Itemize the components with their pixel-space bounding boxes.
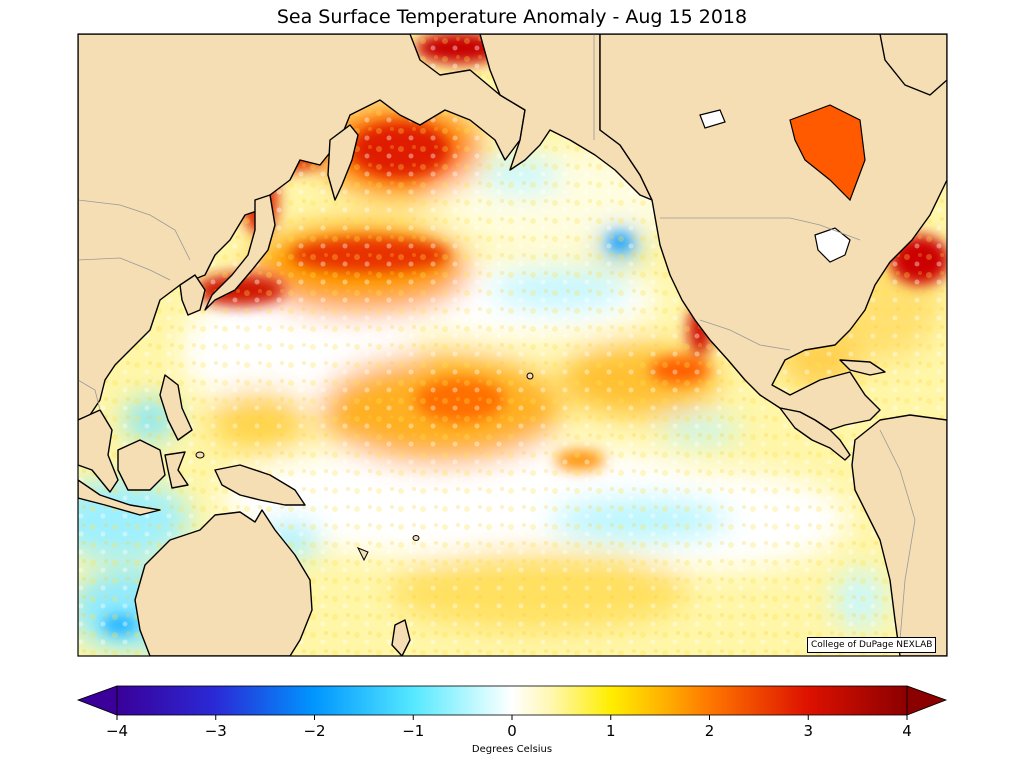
great-lakes xyxy=(814,227,851,263)
lake-small xyxy=(699,109,726,129)
land-australia xyxy=(134,509,313,656)
colorbar-tick-label: 4 xyxy=(902,722,912,740)
colorbar-tick-label: 3 xyxy=(803,722,814,740)
map-frame xyxy=(77,33,948,657)
land-korea xyxy=(179,274,206,316)
land-se-asia xyxy=(78,409,119,493)
colorbar-tick-label: −3 xyxy=(204,722,227,740)
colorbar-tick-label: −4 xyxy=(105,722,129,740)
colorbar-tick-label: 0 xyxy=(507,722,517,740)
colorbar-extend-high xyxy=(906,685,948,716)
colorbar-gradient xyxy=(116,685,908,716)
lake-hudson-bay-edge xyxy=(789,104,866,202)
land-new-zealand xyxy=(391,619,411,656)
colorbar-tick-label: −1 xyxy=(402,722,425,740)
land-south-america xyxy=(851,414,947,656)
small-islands xyxy=(195,372,534,562)
colorbar xyxy=(76,685,948,720)
land-indonesia xyxy=(78,479,161,516)
colorbar-tick-label: −2 xyxy=(303,722,326,740)
colorbar-tick-label: 1 xyxy=(605,722,616,740)
colorbar-label: Degrees Celsius xyxy=(471,744,553,755)
land-central-america xyxy=(779,407,851,461)
colorbar-tick-label: 2 xyxy=(704,722,715,740)
land-philippines xyxy=(159,374,193,441)
land-kamchatka xyxy=(327,124,359,201)
land-japan xyxy=(204,194,276,311)
land-sulawesi xyxy=(164,451,189,489)
land-new-guinea xyxy=(214,464,306,506)
colorbar-ticks xyxy=(116,715,908,720)
land-borneo xyxy=(117,439,166,491)
credit-label: College of DuPage NEXLAB xyxy=(807,637,937,653)
inland-water xyxy=(699,104,866,263)
political-borders xyxy=(78,34,916,641)
land-baffin xyxy=(879,34,947,96)
figure-title: Sea Surface Temperature Anomaly - Aug 15… xyxy=(276,6,748,28)
land-cuba xyxy=(839,359,886,376)
map-area xyxy=(78,34,947,656)
colorbar-extend-low xyxy=(76,685,118,716)
